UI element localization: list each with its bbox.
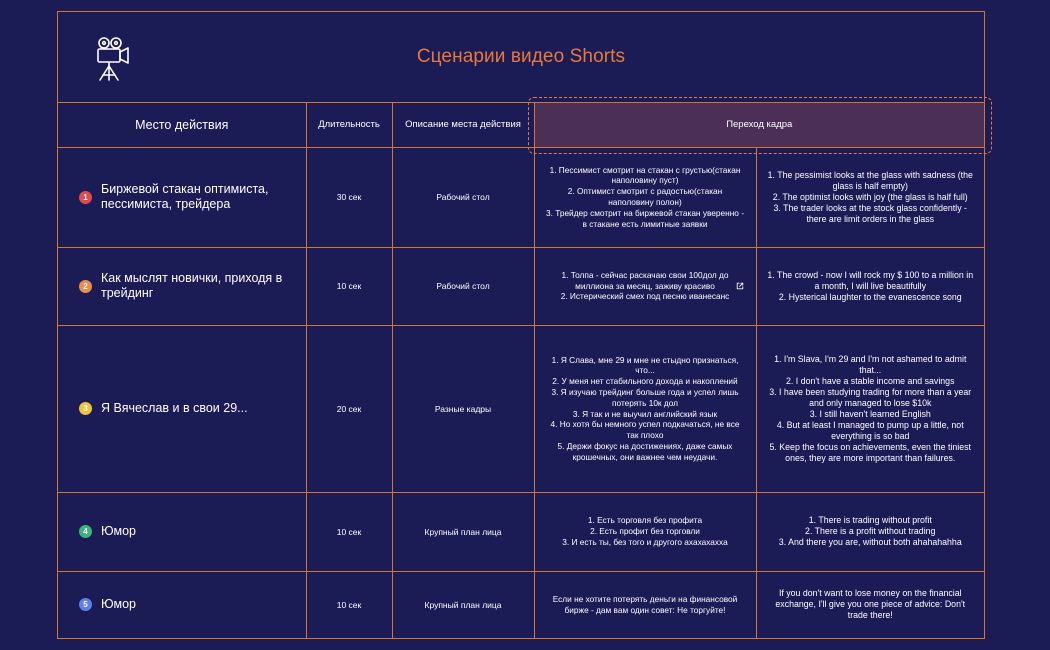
location-cell: Рабочий стол <box>391 246 535 326</box>
scenario-board: Сценарии видео Shorts Место действия Дли… <box>57 11 992 639</box>
place-text: Юмор <box>101 524 136 538</box>
place-cell: 5 Юмор <box>58 570 307 638</box>
script-ru-cell: 1. Я Слава, мне 29 и мне не стыдно призн… <box>533 324 757 493</box>
table-row: 4 Юмор 10 сек Крупный план лица 1. Есть … <box>58 491 985 572</box>
external-link-icon[interactable] <box>736 282 744 290</box>
duration-cell: 10 сек <box>305 491 393 572</box>
table-header-row: Место действия Длительность Описание мес… <box>58 103 985 148</box>
place-cell: 1 Биржевой стакан оптимиста, пессимиста,… <box>58 146 307 248</box>
script-ru-cell: 1. Пессимист смотрит на стакан с грустью… <box>533 146 757 248</box>
place-text: Я Вячеслав и в свои 29... <box>101 401 248 415</box>
row-number-badge: 1 <box>79 190 92 204</box>
row-number-badge: 4 <box>79 525 92 538</box>
duration-cell: 10 сек <box>305 570 393 638</box>
script-en-cell: If you don't want to lose money on the f… <box>755 570 985 638</box>
column-header-duration: Длительность <box>305 103 393 148</box>
place-text: Биржевой стакан оптимиста, пессимиста, т… <box>101 182 269 211</box>
duration-cell: 30 сек <box>305 146 393 248</box>
script-ru-text: 1. Есть торговля без профита 2. Есть про… <box>562 515 728 547</box>
place-cell: 3 Я Вячеслав и в свои 29... <box>58 324 307 493</box>
page-title: Сценарии видео Shorts <box>416 46 626 67</box>
column-header-transition: Переход кадра <box>533 103 985 148</box>
script-en-cell: 1. There is trading without profit 2. Th… <box>755 491 985 572</box>
column-header-location: Описание места действия <box>391 103 535 148</box>
table-row: 5 Юмор 10 сек Крупный план лица Если не … <box>58 570 985 638</box>
script-ru-cell: Если не хотите потерять деньги на финанс… <box>533 570 757 638</box>
script-en-text: 1. The crowd - now I will rock my $ 100 … <box>767 269 974 302</box>
location-cell: Крупный план лица <box>391 570 535 638</box>
row-number-badge: 3 <box>79 402 92 415</box>
script-ru-cell: 1. Есть торговля без профита 2. Есть про… <box>533 491 757 572</box>
script-ru-text: Если не хотите потерять деньги на финанс… <box>552 593 738 615</box>
script-en-cell: 1. The pessimist looks at the glass with… <box>755 146 985 248</box>
scenario-table: Место действия Длительность Описание мес… <box>58 103 985 638</box>
row-number-badge: 5 <box>79 598 92 612</box>
script-en-text: 1. The pessimist looks at the glass with… <box>767 169 973 224</box>
script-ru-text: 1. Я Слава, мне 29 и мне не стыдно призн… <box>550 354 740 462</box>
script-en-text: If you don't want to lose money on the f… <box>775 588 966 621</box>
script-en-cell: 1. I'm Slava, I'm 29 and I'm not ashamed… <box>755 324 985 493</box>
location-cell: Крупный план лица <box>391 491 535 572</box>
board-header: Сценарии видео Shorts <box>58 12 984 103</box>
script-en-text: 1. There is trading without profit 2. Th… <box>778 515 962 547</box>
location-cell: Рабочий стол <box>391 146 535 248</box>
script-ru-cell: 1. Толпа - сейчас раскачаю свои 100дол д… <box>533 246 757 326</box>
place-cell: 4 Юмор <box>58 491 307 572</box>
film-camera-icon <box>97 37 129 81</box>
script-en-cell: 1. The crowd - now I will rock my $ 100 … <box>755 246 985 326</box>
place-text: Как мыслят новички, приходя в трейдинг <box>101 271 283 300</box>
script-ru-text: 1. Пессимист смотрит на стакан с грустью… <box>546 164 744 229</box>
script-ru-text: 1. Толпа - сейчас раскачаю свои 100дол д… <box>560 269 730 302</box>
place-text: Юмор <box>101 597 136 612</box>
script-en-text: 1. I'm Slava, I'm 29 and I'm not ashamed… <box>769 353 972 463</box>
column-header-place: Место действия <box>58 103 307 148</box>
table-row: 2 Как мыслят новички, приходя в трейдинг… <box>58 246 985 326</box>
duration-cell: 20 сек <box>305 324 393 493</box>
table-row: 3 Я Вячеслав и в свои 29... 20 сек Разны… <box>58 324 985 493</box>
table-row: 1 Биржевой стакан оптимиста, пессимиста,… <box>58 146 985 248</box>
row-number-badge: 2 <box>79 279 92 293</box>
location-cell: Разные кадры <box>391 324 535 493</box>
place-cell: 2 Как мыслят новички, приходя в трейдинг <box>58 246 307 326</box>
duration-cell: 10 сек <box>305 246 393 326</box>
